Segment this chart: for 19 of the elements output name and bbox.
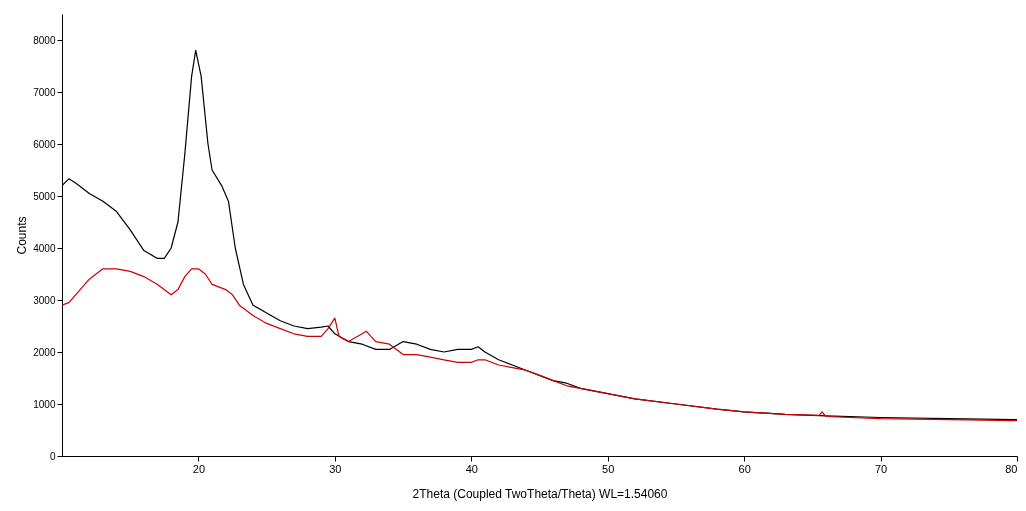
x-tick-label: 70 [874, 462, 888, 475]
y-axis-title: Counts [15, 216, 30, 255]
x-axis-title: 2Theta (Coupled TwoTheta/Theta) WL=1.54060 [412, 486, 668, 501]
x-tick-label: 60 [738, 462, 751, 475]
y-tick-label: 3000 [33, 294, 56, 306]
x-tick-label: 50 [602, 462, 615, 475]
y-tick-label: 5000 [33, 190, 56, 202]
y-tick-label: 4000 [33, 242, 56, 254]
y-tick-label: 0 [49, 450, 56, 462]
line-series [62, 268, 1017, 422]
x-tick-label: 40 [465, 462, 478, 475]
x-tick-label: 30 [329, 462, 342, 475]
y-tick-label: 7000 [33, 86, 56, 98]
y-tick-label: 2000 [33, 346, 56, 358]
x-tick-label: 20 [192, 462, 206, 475]
y-tick-label: 1000 [33, 398, 56, 410]
x-tick-label: 80 [1005, 462, 1018, 475]
y-tick-label: 6000 [33, 138, 56, 150]
y-tick-label: 8000 [33, 34, 56, 46]
